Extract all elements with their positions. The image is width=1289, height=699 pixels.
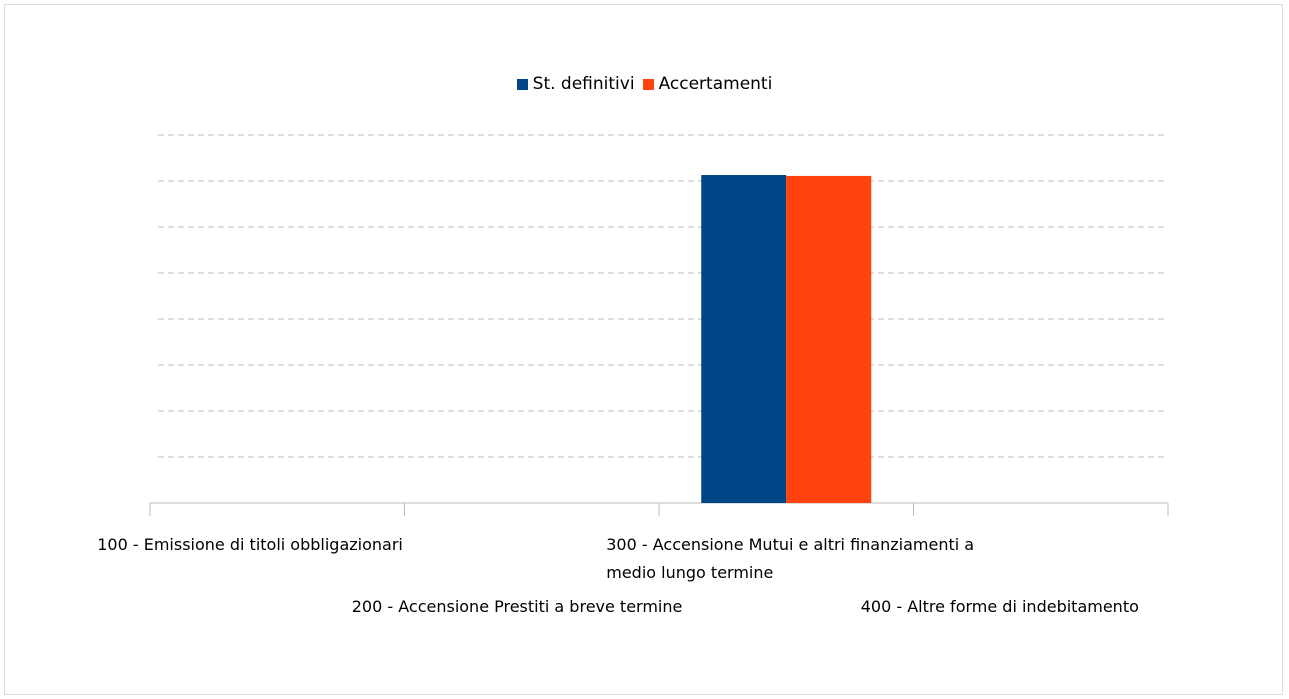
legend-item: Accertamenti bbox=[642, 74, 773, 94]
x-tick-label: 200 - Accensione Prestiti a breve termin… bbox=[351, 597, 683, 616]
legend-label: St. definitivi bbox=[532, 74, 635, 94]
bar bbox=[786, 175, 872, 503]
bar bbox=[701, 175, 787, 503]
x-tick-label: 300 - Accensione Mutui e altri finanziam… bbox=[606, 535, 975, 582]
legend-swatch bbox=[642, 78, 654, 90]
chart-frame bbox=[4, 4, 1283, 695]
x-tick-label: 100 - Emissione di titoli obbligazionari bbox=[97, 535, 403, 554]
legend-label: Accertamenti bbox=[658, 74, 773, 94]
x-tick-label: 400 - Altre forme di indebitamento bbox=[860, 597, 1139, 616]
legend: St. definitivi Accertamenti bbox=[0, 74, 1289, 95]
legend-item: St. definitivi bbox=[516, 74, 635, 94]
legend-swatch bbox=[516, 78, 528, 90]
